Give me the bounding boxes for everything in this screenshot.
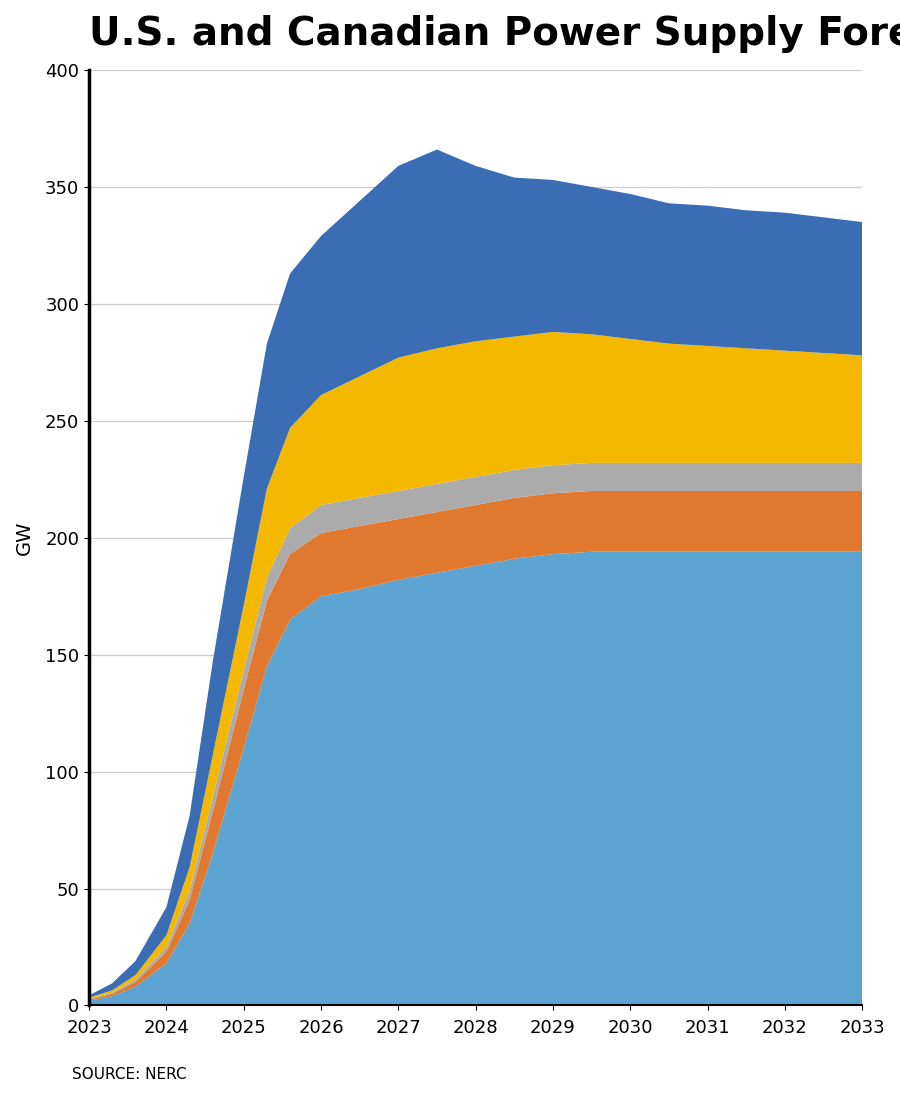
Y-axis label: GW: GW: [15, 520, 34, 555]
Text: SOURCE: NERC: SOURCE: NERC: [72, 1067, 186, 1083]
Text: U.S. and Canadian Power Supply Forecast: U.S. and Canadian Power Supply Forecast: [89, 15, 900, 53]
